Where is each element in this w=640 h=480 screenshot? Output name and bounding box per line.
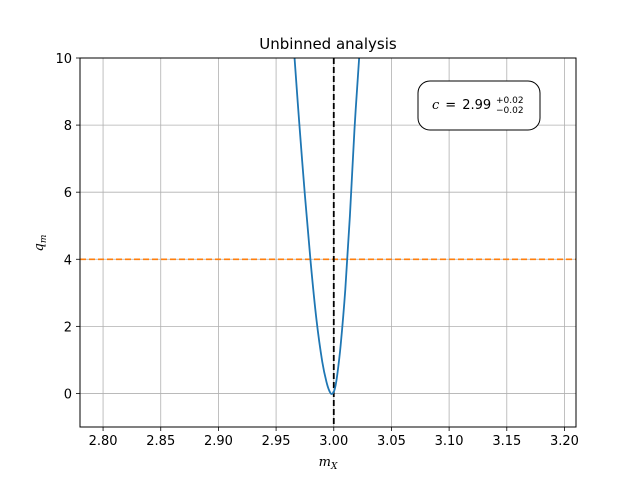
annotation-lower-error: −0.02: [496, 106, 524, 116]
y-tick-label: 8: [64, 119, 72, 134]
y-tick-label: 0: [64, 387, 72, 402]
annotation-text: c = 2.99: [432, 98, 491, 113]
x-axis-label: mX: [319, 455, 338, 472]
x-tick-label: 2.80: [89, 434, 118, 449]
y-tick-label: 10: [55, 52, 72, 67]
annotation-box: [417, 80, 541, 131]
annotation-upper-error: +0.02: [496, 96, 524, 106]
series-layer: [293, 58, 361, 395]
plot-frame: [79, 57, 577, 428]
reference-lines: [80, 58, 576, 427]
x-tick-label: 2.85: [146, 434, 175, 449]
x-tick-label: 2.95: [262, 434, 291, 449]
y-axis-label: qm: [32, 235, 49, 252]
x-tick-label: 3.15: [492, 434, 521, 449]
chart-title: Unbinned analysis: [259, 35, 397, 53]
x-tick-label: 3.00: [319, 434, 348, 449]
x-tick-label: 3.05: [377, 434, 406, 449]
y-tick-label: 2: [64, 320, 72, 335]
ticks: 2.80 2.85 2.90 2.95 3.00 3.05 3.10 3.15 3.20 0 2 4 6…: [55, 52, 578, 449]
x-tick-label: 3.20: [550, 434, 579, 449]
y-tick-label: 4: [64, 253, 72, 268]
fit-result-annotation: c = 2.99 +0.02 −0.02: [417, 80, 541, 131]
y-tick-label: 6: [64, 186, 72, 201]
likelihood-curve: [293, 58, 361, 395]
x-tick-label: 2.90: [204, 434, 233, 449]
x-tick-label: 3.10: [435, 434, 464, 449]
